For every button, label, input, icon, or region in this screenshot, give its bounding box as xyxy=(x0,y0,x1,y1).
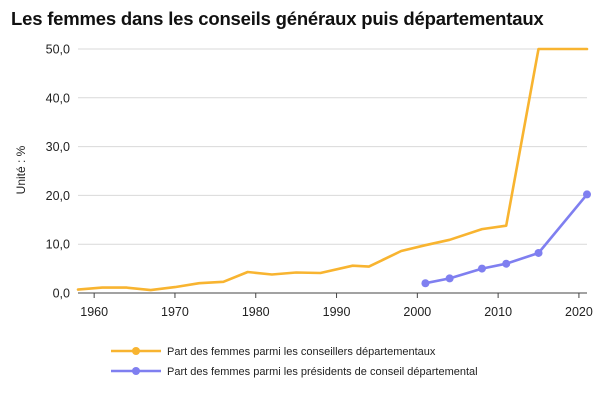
x-tick-label: 2020 xyxy=(565,305,593,319)
legend: Part des femmes parmi les conseillers dé… xyxy=(111,346,478,378)
legend-swatch-marker xyxy=(132,367,140,375)
legend-swatch-marker xyxy=(132,347,140,355)
data-point xyxy=(445,274,454,283)
legend-entry-label: Part des femmes parmi les conseillers dé… xyxy=(167,346,436,358)
y-tick-label: 10,0 xyxy=(46,238,70,252)
y-tick-label: 30,0 xyxy=(46,140,70,154)
data-point xyxy=(534,248,543,257)
y-axis-label: Unité : % xyxy=(14,145,28,194)
y-tick-label: 50,0 xyxy=(46,43,70,57)
y-tick-label: 40,0 xyxy=(46,91,70,105)
grid-lines xyxy=(78,48,587,294)
x-tick-label: 1970 xyxy=(161,305,189,319)
x-tick-label: 1990 xyxy=(323,305,351,319)
x-tick-labels: 1960 1970 1980 1990 2000 2010 2020 xyxy=(80,293,593,319)
x-tick-label: 2010 xyxy=(484,305,512,319)
data-point xyxy=(477,264,486,273)
data-point xyxy=(502,259,511,268)
series-line-1 xyxy=(76,47,589,292)
data-point xyxy=(421,279,430,288)
x-tick-label: 1980 xyxy=(242,305,270,319)
legend-entry-label: Part des femmes parmi les présidents de … xyxy=(167,366,478,378)
y-tick-label: 0,0 xyxy=(53,287,70,301)
chart-title: Les femmes dans les conseils généraux pu… xyxy=(11,8,544,29)
x-tick-label: 2000 xyxy=(403,305,431,319)
series-group xyxy=(76,47,591,292)
series-line-2 xyxy=(424,193,589,285)
x-tick-label: 1960 xyxy=(80,305,108,319)
data-point xyxy=(583,190,591,199)
y-tick-label: 20,0 xyxy=(46,189,70,203)
y-tick-labels: 0,0 10,0 20,0 30,0 40,0 50,0 xyxy=(46,43,70,301)
